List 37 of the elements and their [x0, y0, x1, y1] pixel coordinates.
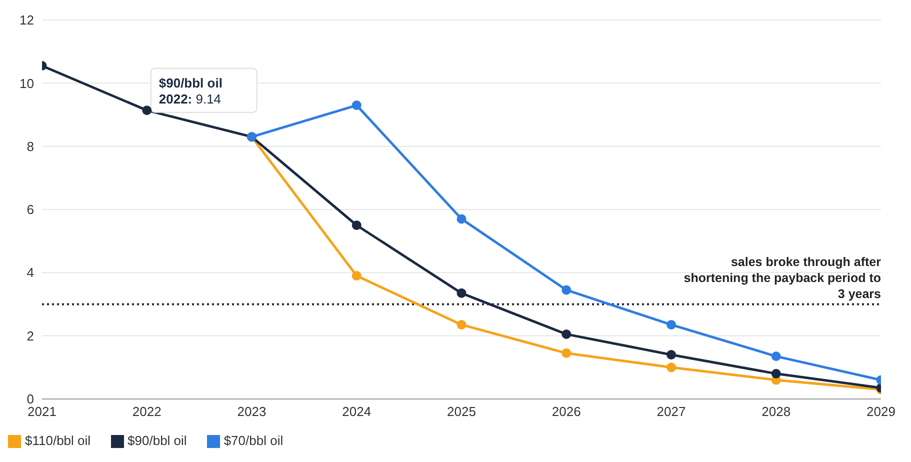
y-tick-label: 12	[20, 12, 34, 28]
point	[666, 320, 676, 330]
point	[562, 285, 572, 295]
point	[562, 348, 572, 358]
point	[456, 214, 466, 224]
y-tick-label: 4	[26, 265, 34, 280]
point	[142, 106, 152, 116]
ref-line-label: sales broke through after shortening the payback period to 3 years	[684, 255, 882, 302]
x-tick-label: 2026	[552, 404, 581, 420]
tooltip-box: $90/bbl oil 2022: 9.14	[150, 68, 258, 113]
point	[352, 100, 362, 110]
legend-label: $90/bbl oil	[128, 432, 187, 448]
legend-label: $70/bbl oil	[224, 432, 284, 448]
y-tick-label: 6	[26, 202, 34, 218]
x-tick-label: 2021	[28, 404, 56, 420]
x-tick-label: 2029	[866, 404, 896, 420]
x-tick-label: 2024	[342, 404, 372, 420]
y-tick-label: 10	[20, 76, 34, 91]
point	[666, 350, 676, 360]
point	[771, 352, 781, 362]
point	[562, 329, 572, 339]
x-tick-label: 2022	[132, 404, 162, 420]
point	[352, 220, 362, 230]
point	[456, 320, 466, 330]
point	[771, 368, 781, 378]
point	[666, 362, 676, 372]
x-tick-label: 2025	[447, 404, 476, 420]
legend-label: $110/bbl oil	[25, 432, 91, 448]
point	[456, 288, 466, 298]
x-tick-label: 2027	[656, 404, 686, 420]
y-tick-label: 2	[26, 328, 34, 344]
y-tick-label: 0	[26, 392, 34, 407]
y-tick-label: 8	[26, 138, 34, 154]
annotation: $90/bbl oil 2022: 9.14	[158, 75, 222, 106]
x-tick-label: 2028	[762, 404, 791, 420]
x-tick-label: 2023	[237, 404, 266, 420]
point	[352, 271, 362, 281]
